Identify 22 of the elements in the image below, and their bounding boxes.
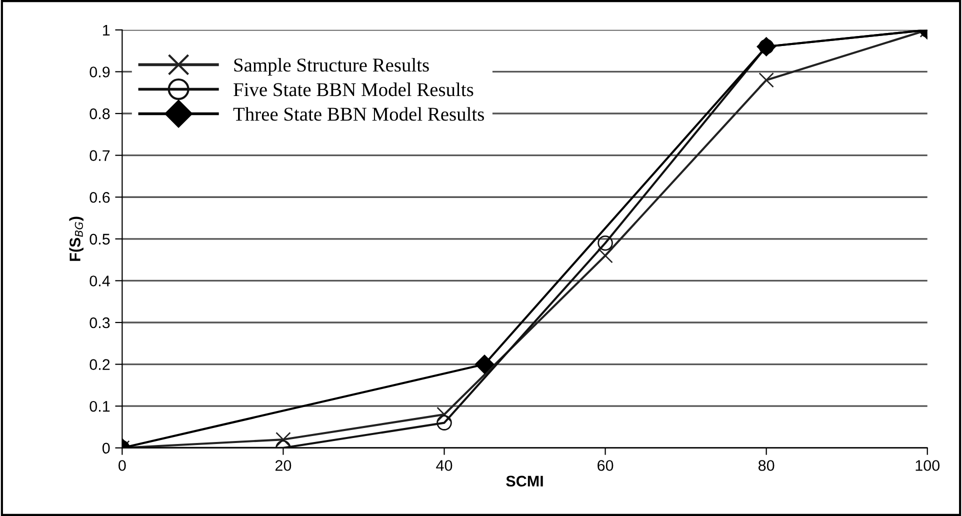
legend-label: Five State BBN Model Results: [234, 82, 474, 96]
x-tick-label: 20: [275, 460, 292, 471]
y-tick-label: 0.9: [90, 66, 110, 78]
y-tick-label: 0.7: [90, 150, 110, 161]
y-tick-label: 0.2: [90, 359, 110, 370]
y-tick-label: 0.6: [90, 192, 110, 203]
y-tick-label: 0.8: [90, 108, 110, 120]
x-axis-title: SCMI: [506, 476, 543, 487]
x-tick-label: 0: [118, 460, 126, 471]
x-tick-label: 100: [916, 460, 940, 471]
y-tick-label: 0.5: [90, 234, 110, 245]
legend-label: Three State BBN Model Results: [233, 107, 484, 121]
y-tick-label: 0.1: [90, 400, 110, 412]
y-tick-label: 0: [102, 442, 110, 454]
y-tick-label: 1: [103, 24, 110, 36]
x-tick-label: 80: [758, 460, 774, 471]
x-tick-label: 60: [598, 460, 614, 471]
legend-label: Sample Structure Results: [234, 58, 429, 76]
y-axis-title: F(S$_{BG}$): [69, 216, 84, 261]
y-tick-label: 0.3: [90, 317, 110, 328]
y-tick-label: 0.4: [90, 276, 110, 286]
x-tick-label: 40: [436, 460, 452, 471]
